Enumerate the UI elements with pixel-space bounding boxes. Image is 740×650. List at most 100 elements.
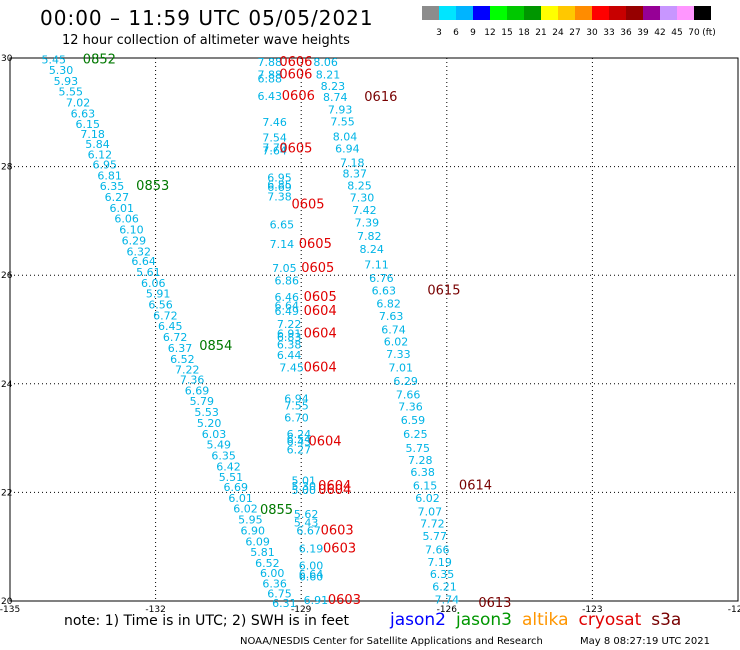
swh-value-label: 7.88 [258, 68, 283, 81]
swh-value-label: 6.75 [267, 587, 292, 600]
swh-value-label: 6.01 [109, 202, 134, 215]
swh-value-label: 6.02 [384, 335, 409, 348]
swh-value-label: 7.42 [352, 204, 377, 217]
swh-value-label: 6.42 [216, 460, 241, 473]
swh-value-label: 6.44 [277, 349, 302, 362]
color-scale-swatch [643, 6, 660, 20]
pass-time-label: 0605 [301, 261, 334, 276]
mission-label-jason2: jason2 [390, 610, 446, 630]
swh-value-label: 5.55 [59, 86, 84, 99]
swh-value-label: 8.06 [313, 56, 338, 69]
swh-value-label: 7.55 [284, 400, 309, 413]
swh-value-label: 6.19 [299, 542, 324, 555]
swh-value-label: 5.75 [406, 442, 431, 455]
swh-value-label: 6.35 [100, 180, 125, 193]
swh-value-label: 6.69 [185, 384, 210, 397]
swh-value-label: 6.29 [393, 375, 418, 388]
swh-value-label: 6.10 [119, 224, 144, 237]
map-title: 00:00 – 11:59 UTC 05/05/2021 [40, 6, 374, 30]
swh-value-label: 6.52 [170, 353, 195, 366]
color-scale-label: 24 [552, 28, 564, 38]
color-scale-swatch [473, 6, 490, 20]
y-tick-label: 24 [1, 380, 13, 390]
swh-value-label: 7.18 [80, 128, 105, 141]
pass-time-label: 0614 [459, 478, 492, 493]
swh-value-label: 6.01 [228, 492, 253, 505]
pass-time-label: 0603 [328, 593, 361, 608]
color-scale-swatch [626, 6, 643, 20]
pass-time-label: 0606 [282, 89, 315, 104]
y-tick-label: 26 [1, 271, 13, 281]
x-tick-label: -129 [291, 605, 312, 615]
swh-value-label: 6.12 [88, 149, 113, 162]
swh-value-label: 5.77 [423, 530, 448, 543]
swh-value-label: 6.49 [275, 305, 300, 318]
color-scale-label: 30 [586, 28, 598, 38]
pass-time-label: 0855 [260, 503, 293, 518]
swh-value-label: 7.88 [258, 56, 283, 69]
pass-time-label: 0604 [304, 304, 337, 319]
wave-height-labels: 5.455.305.935.557.026.636.157.185.846.12… [42, 53, 512, 612]
color-scale-label: 70 [688, 28, 700, 38]
y-tick-label: 28 [1, 163, 13, 173]
swh-value-label: 7.22 [277, 318, 302, 331]
swh-value-label: 6.83 [277, 331, 302, 344]
swh-value-label: 6.74 [381, 324, 406, 337]
swh-value-label: 7.82 [357, 230, 382, 243]
color-scale-label: 39 [637, 28, 649, 38]
swh-value-label: 6.31 [272, 597, 297, 610]
swh-value-label: 6.32 [126, 245, 151, 258]
color-scale-swatch [558, 6, 575, 20]
pass-time-label: 0603 [321, 523, 354, 538]
pass-time-label: 0606 [279, 67, 312, 82]
color-scale-label: 45 [671, 28, 683, 38]
swh-value-label: 6.59 [401, 414, 426, 427]
swh-value-label: 8.37 [342, 168, 367, 181]
swh-value-label: 6.91 [304, 594, 329, 607]
color-scale-swatch [524, 6, 541, 20]
swh-value-label: 6.00 [260, 567, 285, 580]
note-text: note: 1) Time is in UTC; 2) SWH is in fe… [64, 613, 350, 629]
generated-timestamp: May 8 08:27:19 UTC 2021 [580, 636, 710, 647]
color-scale-swatch [660, 6, 677, 20]
swh-value-label: 5.30 [291, 480, 316, 493]
swh-value-label: 6.85 [267, 179, 292, 192]
swh-value-label: 7.45 [279, 362, 304, 375]
swh-value-label: 6.09 [245, 535, 269, 548]
swh-value-label: 6.88 [258, 73, 283, 86]
swh-value-label: 6.72 [163, 331, 188, 344]
swh-value-label: 7.18 [340, 156, 365, 169]
swh-value-label: 6.00 [299, 560, 324, 573]
swh-value-label: 6.60 [299, 571, 324, 584]
swh-value-label: 7.05 [272, 262, 297, 275]
swh-value-label: 7.46 [262, 116, 287, 129]
swh-value-label: 6.91 [277, 327, 302, 340]
swh-value-label: 6.67 [296, 524, 321, 537]
swh-value-label: 5.01 [291, 474, 316, 487]
swh-value-label: 7.66 [425, 543, 450, 556]
x-tick-label: -120 [728, 605, 740, 615]
swh-value-label: 5.43 [294, 516, 319, 529]
swh-value-label: 6.64 [299, 568, 324, 581]
color-scale-label: 18 [518, 28, 530, 38]
swh-value-label: 6.02 [233, 503, 258, 516]
color-scale-label: 36 [620, 28, 632, 38]
swh-value-label: 6.27 [287, 444, 312, 457]
swh-value-label: 6.95 [267, 171, 292, 184]
color-scale-unit: (ft) [702, 28, 716, 38]
pass-time-label: 0854 [199, 339, 232, 354]
mission-label-altika: altika [522, 610, 569, 630]
swh-value-label: 6.36 [262, 578, 287, 591]
swh-value-label: 5.61 [136, 266, 161, 279]
swh-value-label: 7.55 [330, 116, 355, 129]
swh-value-label: 7.54 [262, 131, 287, 144]
swh-value-label: 5.81 [250, 546, 274, 559]
mission-label-s3a: s3a [651, 610, 682, 630]
swh-value-label: 6.46 [275, 291, 300, 304]
color-scale-label: 21 [535, 28, 547, 38]
swh-value-label: 8.21 [316, 68, 341, 81]
swh-value-label: 6.27 [105, 191, 130, 204]
pass-time-label: 0613 [478, 596, 511, 611]
pass-time-label: 0604 [304, 361, 337, 376]
